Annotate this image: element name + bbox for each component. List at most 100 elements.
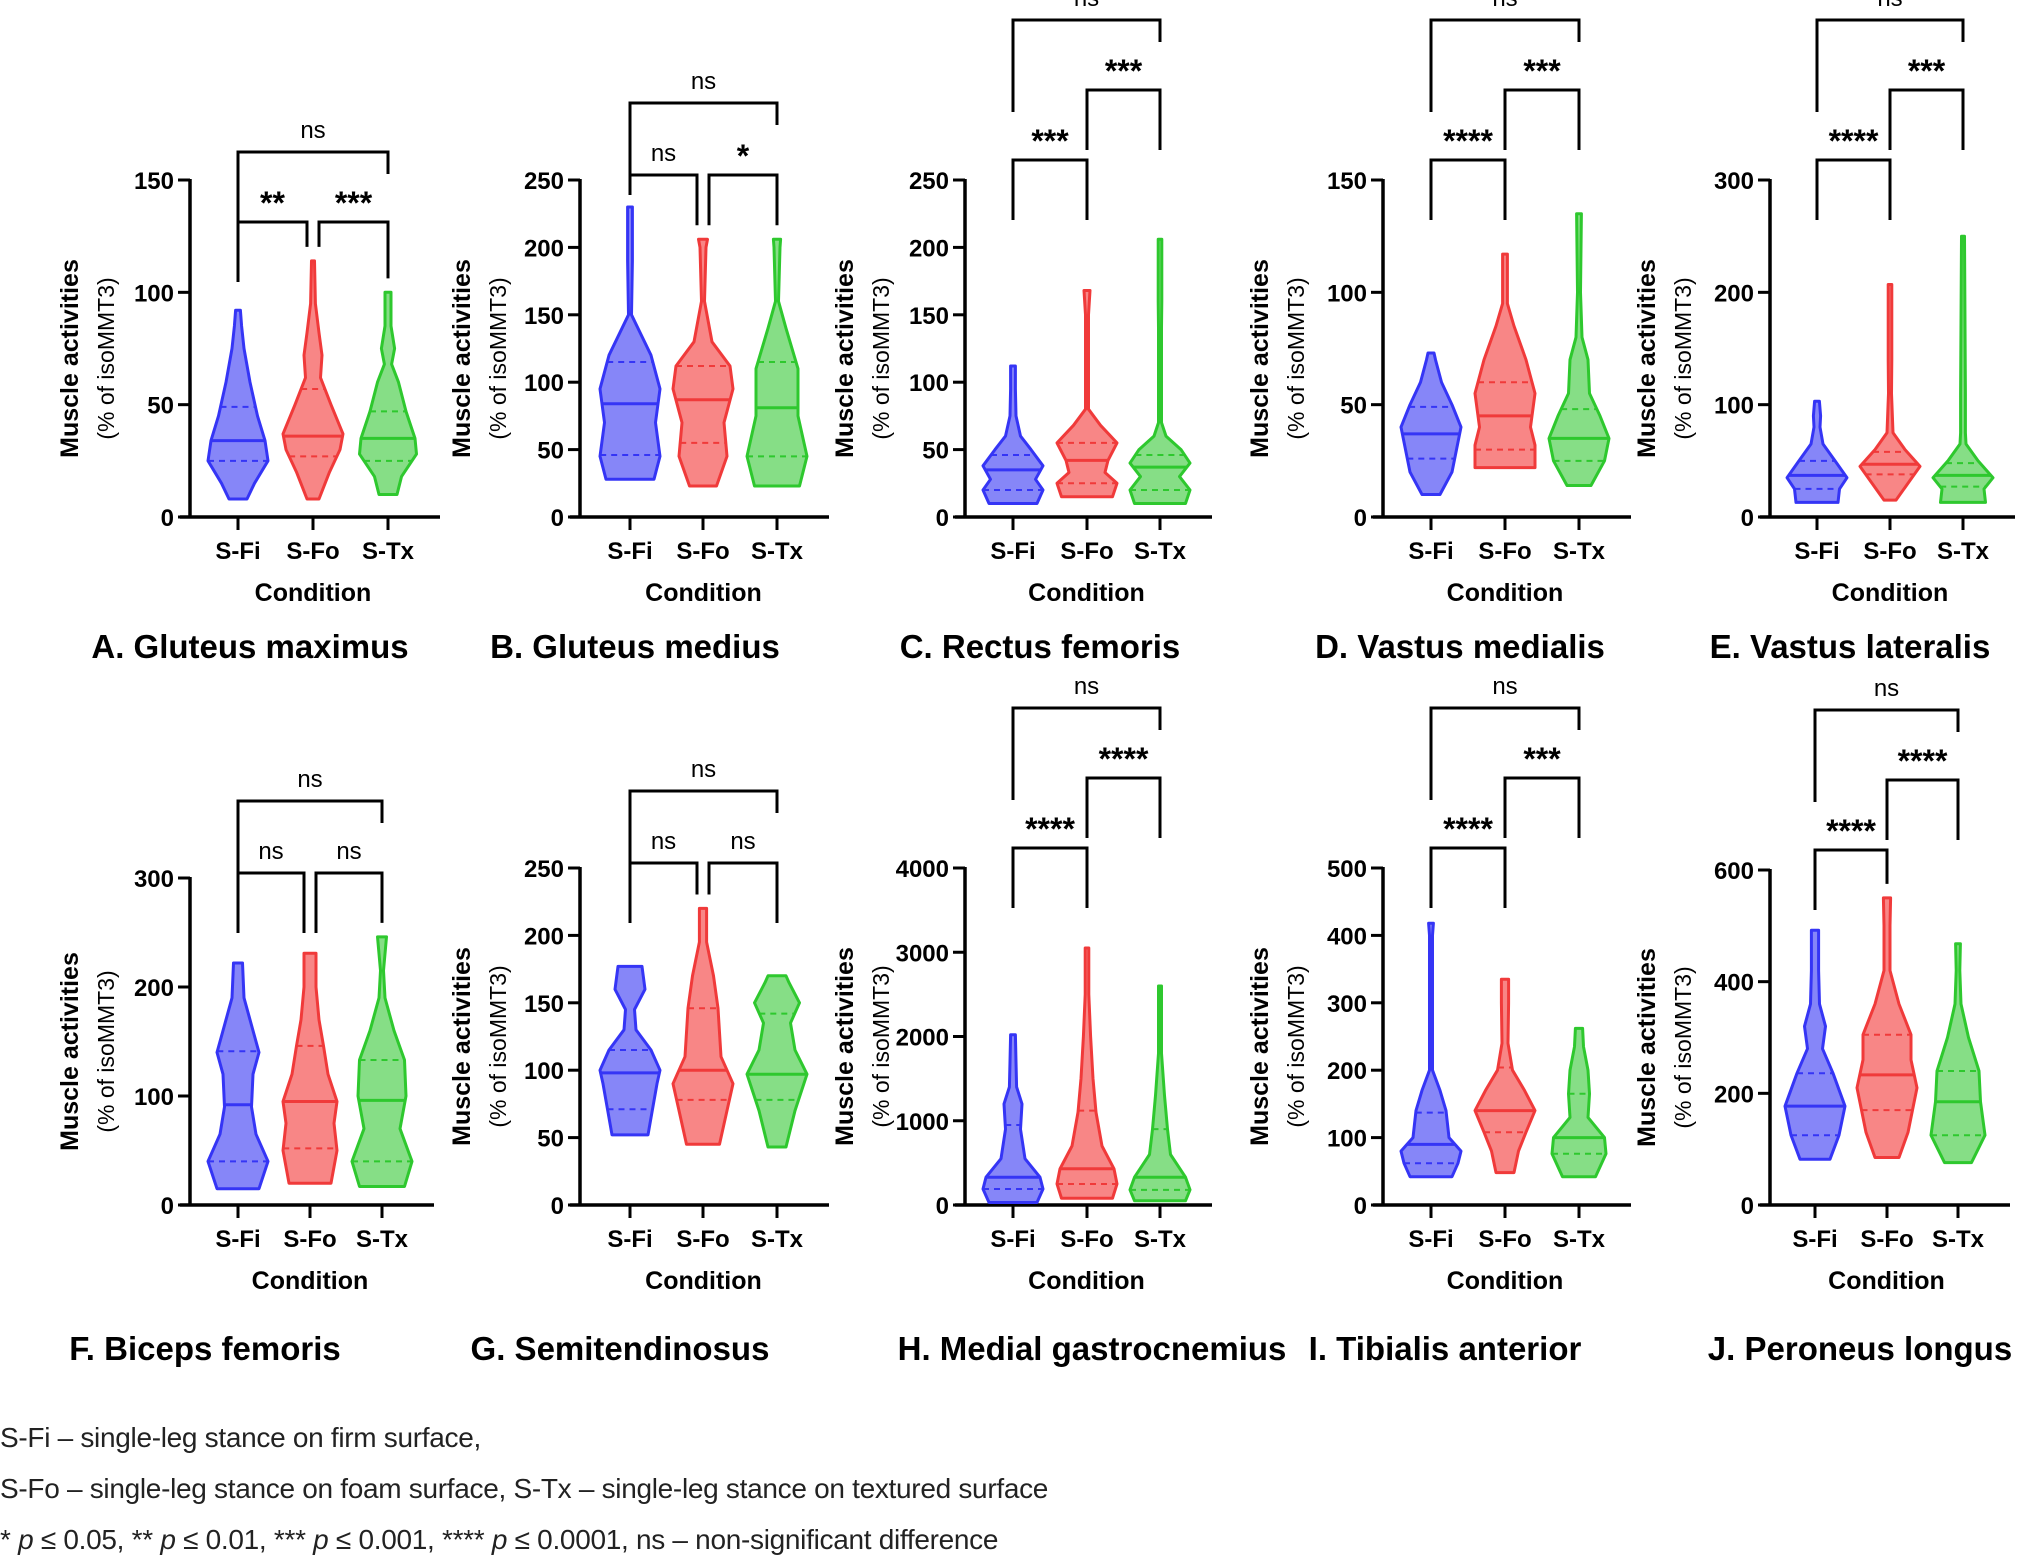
y-tick-label: 300 — [1714, 168, 1754, 195]
y-axis-subtitle: (% of isoMMT3) — [485, 965, 511, 1127]
violin-s-tx — [1929, 942, 1987, 1165]
comparison-bracket — [1503, 88, 1581, 150]
violin-s-fo — [1055, 289, 1119, 499]
y-tick-label: 0 — [936, 505, 949, 532]
significance-label: **** — [1443, 123, 1493, 159]
x-tick-label: S-Tx — [362, 538, 415, 565]
panel-title-b: B. Gluteus medius — [490, 628, 780, 665]
x-axis-title: Condition — [1028, 579, 1145, 607]
significance-label: ns — [730, 828, 755, 855]
violin-s-tx — [1128, 984, 1192, 1203]
y-axis-subtitle: (% of isoMMT3) — [868, 965, 894, 1127]
y-axis-title: Muscle activities — [831, 259, 859, 458]
y-axis-title: Muscle activities — [1633, 948, 1661, 1147]
y-tick-label: 100 — [909, 370, 949, 397]
panel-h: 0 1000 2000 3000 4000 S-Fi S-Fo S-Tx Condition Mu… — [831, 673, 1212, 1295]
comparison-bracket — [236, 150, 390, 224]
violin-s-fo — [1855, 896, 1919, 1159]
y-tick-label: 200 — [909, 235, 949, 262]
violin-s-fi — [1399, 921, 1463, 1179]
footnote-foam-textured: S-Fo – single-leg stance on foam surface… — [0, 1473, 1049, 1504]
violin-s-tx — [745, 237, 809, 488]
x-tick-label: S-Fi — [1792, 1226, 1837, 1253]
y-tick-label: 150 — [524, 303, 564, 330]
comparison-bracket — [1815, 158, 1892, 220]
y-axis-title: Muscle activities — [56, 952, 84, 1151]
x-tick-label: S-Fo — [676, 538, 729, 565]
y-tick-label: 50 — [147, 393, 174, 420]
panel-title-c: C. Rectus femoris — [899, 628, 1181, 665]
y-axis-subtitle: (% of isoMMT3) — [93, 970, 119, 1132]
comparison-bracket — [1085, 88, 1162, 150]
violin-s-fi — [1785, 399, 1849, 504]
x-tick-label: S-Tx — [1932, 1226, 1985, 1253]
comparison-bracket — [1885, 778, 1960, 840]
x-axis-title: Condition — [1828, 1267, 1945, 1295]
y-axis-title: Muscle activities — [1246, 947, 1274, 1146]
y-tick-label: 300 — [1327, 991, 1367, 1018]
y-tick-label: 3000 — [896, 940, 949, 967]
x-tick-label: S-Fi — [1408, 1226, 1453, 1253]
y-tick-label: 200 — [524, 235, 564, 262]
significance-label: ns — [1492, 0, 1517, 12]
significance-label: * — [737, 138, 750, 174]
significance-label: **** — [1025, 811, 1075, 847]
y-tick-label: 0 — [1741, 1193, 1754, 1220]
panel-j: 0 200 400 600 S-Fi S-Fo S-Tx Condition Muscle ac… — [1633, 675, 2010, 1295]
comparison-bracket — [628, 173, 699, 226]
y-tick-label: 0 — [1741, 505, 1754, 532]
violin-s-fi — [206, 961, 270, 1191]
y-tick-label: 100 — [134, 280, 174, 307]
violin-s-fi — [598, 205, 662, 481]
y-tick-label: 2000 — [896, 1025, 949, 1052]
significance-label: ** — [260, 185, 285, 221]
significance-label: ns — [1874, 675, 1899, 702]
x-axis-title: Condition — [252, 1267, 369, 1295]
y-tick-label: 0 — [936, 1193, 949, 1220]
x-tick-label: S-Tx — [1937, 538, 1990, 565]
violin-s-fo — [671, 906, 735, 1146]
significance-label: **** — [1898, 743, 1948, 779]
y-axis-subtitle: (% of isoMMT3) — [868, 277, 894, 439]
y-tick-label: 50 — [922, 438, 949, 465]
violin-s-fi — [206, 308, 270, 501]
y-tick-label: 0 — [161, 505, 174, 532]
panel-f: 0 100 200 300 S-Fi S-Fo S-Tx Condition Muscle ac… — [56, 766, 434, 1295]
y-tick-label: 50 — [537, 438, 564, 465]
violin-s-tx — [350, 935, 414, 1188]
x-axis-title: Condition — [1028, 1267, 1145, 1295]
comparison-bracket — [628, 861, 699, 923]
comparison-bracket — [1429, 846, 1507, 908]
x-tick-label: S-Tx — [751, 1226, 804, 1253]
comparison-bracket — [1813, 708, 1960, 802]
y-tick-label: 50 — [1340, 393, 1367, 420]
y-tick-label: 150 — [134, 168, 174, 195]
comparison-bracket — [314, 871, 384, 933]
significance-label: ns — [1074, 673, 1099, 700]
significance-label: *** — [1908, 53, 1946, 89]
y-tick-label: 100 — [1714, 393, 1754, 420]
comparison-bracket — [1813, 848, 1889, 910]
panel-i: 0 100 200 300 400 500 S-Fi S-Fo S-Tx Condition Mus… — [1246, 673, 1631, 1295]
violin-s-tx — [745, 974, 809, 1149]
comparison-bracket — [1011, 846, 1089, 908]
x-axis-title: Condition — [645, 1267, 762, 1295]
x-tick-label: S-Fi — [607, 1226, 652, 1253]
y-axis-title: Muscle activities — [831, 947, 859, 1146]
x-axis-title: Condition — [255, 579, 372, 607]
comparison-bracket — [1888, 88, 1965, 150]
x-tick-label: S-Fo — [1478, 538, 1531, 565]
significance-label: ns — [1074, 0, 1099, 12]
panel-c: 0 50 100 150 200 250 S-Fi S-Fo S-Tx Condition Musc… — [831, 0, 1212, 607]
y-tick-label: 50 — [537, 1126, 564, 1153]
y-tick-label: 150 — [1327, 168, 1367, 195]
y-tick-label: 0 — [1354, 505, 1367, 532]
panel-d: 0 50 100 150 S-Fi S-Fo S-Tx Condition Muscle act… — [1246, 0, 1631, 607]
x-tick-label: S-Fo — [1060, 1226, 1113, 1253]
violin-s-tx — [1547, 212, 1611, 487]
y-tick-label: 150 — [524, 991, 564, 1018]
significance-label: **** — [1099, 741, 1149, 777]
violin-s-fi — [598, 964, 662, 1137]
y-tick-label: 100 — [1327, 1126, 1367, 1153]
y-tick-label: 600 — [1714, 858, 1754, 885]
